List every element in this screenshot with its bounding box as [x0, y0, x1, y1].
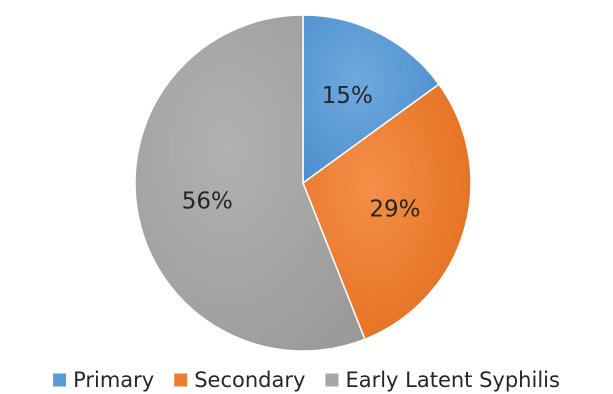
legend: Primary Secondary Early Latent Syphilis: [53, 368, 560, 392]
legend-swatch-primary: [53, 373, 67, 387]
slice-labels: 15% 29% 56%: [182, 83, 421, 223]
data-label-primary: 15%: [322, 83, 373, 109]
data-label-secondary: 29%: [369, 197, 420, 223]
legend-label-early-latent-syphilis: Early Latent Syphilis: [345, 368, 560, 392]
legend-label-secondary: Secondary: [194, 368, 305, 392]
pie-slice-secondary: [302, 83, 472, 341]
legend-swatch-early-latent-syphilis: [325, 373, 339, 387]
legend-swatch-secondary: [174, 373, 188, 387]
pie-slice-primary: [302, 14, 440, 185]
pie-slice-early-latent-syphilis: [134, 14, 366, 352]
legend-label-primary: Primary: [73, 368, 154, 392]
data-label-early-latent-syphilis: 56%: [182, 188, 233, 214]
pie-slices: [134, 14, 472, 352]
